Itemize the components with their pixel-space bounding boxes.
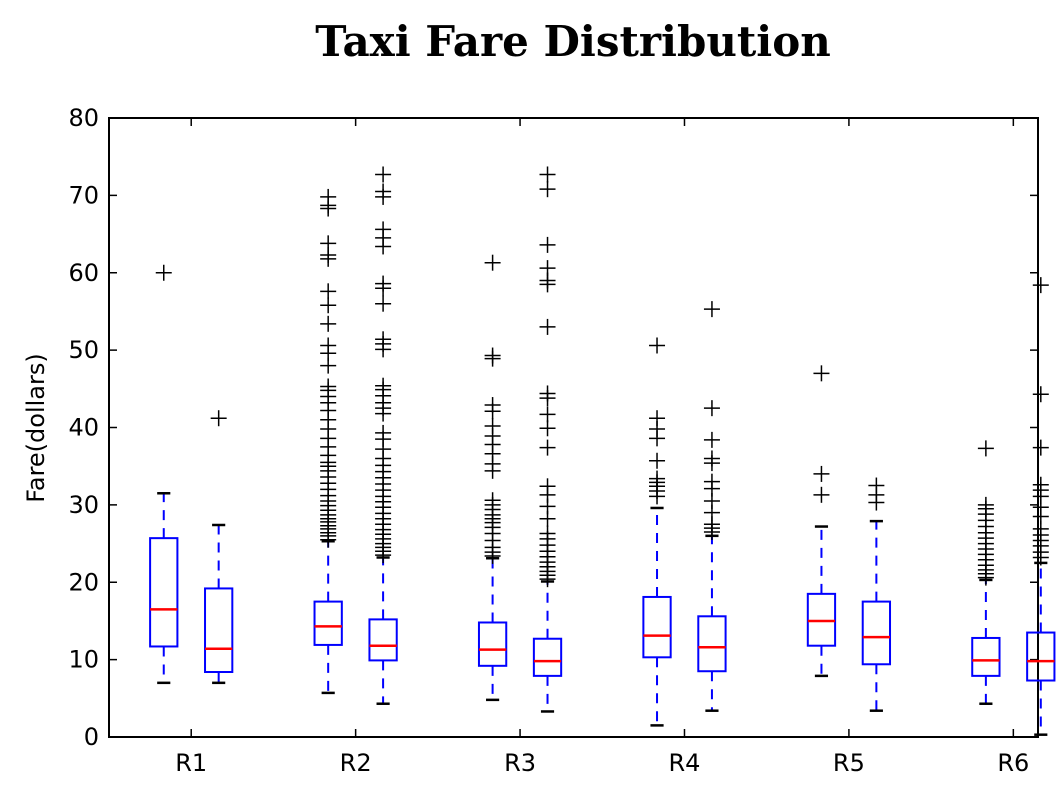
box-R3-2: [532, 637, 563, 677]
y-tick-label: 10: [68, 646, 99, 674]
y-tick-label: 50: [68, 336, 99, 364]
y-axis-label: Fare(dollars): [22, 353, 50, 502]
outlier-point: [375, 331, 392, 348]
outlier-point: [375, 183, 392, 200]
outlier-point: [1032, 439, 1049, 456]
outlier-point: [1032, 277, 1049, 294]
y-tick-label: 70: [68, 181, 99, 209]
outlier-point: [320, 315, 337, 332]
box-R1-2: [204, 587, 234, 674]
outlier-point: [320, 297, 337, 314]
outlier-point: [375, 377, 392, 394]
outlier-point: [703, 431, 720, 448]
outlier-point: [977, 440, 994, 457]
outlier-point: [375, 295, 392, 312]
outlier-point: [155, 264, 172, 281]
outlier-point: [320, 378, 337, 395]
box-R4-2: [697, 615, 727, 673]
outlier-point: [539, 439, 556, 456]
chart-title: Taxi Fare Distribution: [315, 17, 831, 66]
outlier-point: [320, 283, 337, 300]
x-tick-label: R1: [175, 749, 207, 777]
outlier-point: [649, 452, 666, 469]
outlier-point: [320, 235, 337, 252]
y-tick-label: 0: [84, 723, 99, 751]
x-tick-label: R4: [669, 749, 701, 777]
outlier-point: [539, 525, 556, 542]
outlier-point: [703, 450, 720, 467]
outlier-point: [320, 337, 337, 354]
outlier-point: [703, 400, 720, 417]
outlier-point: [703, 301, 720, 318]
outlier-point: [210, 410, 227, 427]
outlier-point: [539, 181, 556, 198]
box-R5-2: [861, 600, 892, 666]
outlier-point: [539, 236, 556, 253]
box-R2-1: [313, 600, 343, 646]
outlier-point: [977, 496, 994, 513]
outlier-point: [539, 260, 556, 277]
outlier-point: [539, 318, 556, 335]
outlier-point: [375, 166, 392, 183]
box-R6-2: [1026, 631, 1056, 682]
plot-frame: [108, 117, 1039, 738]
outlier-point: [1032, 386, 1049, 403]
outlier-point: [375, 221, 392, 238]
outlier-point: [484, 254, 501, 271]
outlier-point: [539, 478, 556, 495]
box-R1-1: [149, 537, 179, 648]
y-tick-label: 30: [68, 491, 99, 519]
outlier-point: [649, 470, 666, 487]
outlier-point: [649, 410, 666, 427]
outlier-point: [813, 486, 830, 503]
outlier-point: [484, 347, 501, 364]
outlier-point: [375, 275, 392, 292]
outlier-point: [539, 420, 556, 437]
x-tick-label: R6: [997, 749, 1029, 777]
outlier-point: [484, 397, 501, 414]
outlier-point: [539, 385, 556, 402]
outlier-point: [649, 337, 666, 354]
outlier-point: [813, 365, 830, 382]
x-tick-label: R3: [504, 749, 536, 777]
y-tick-label: 20: [68, 568, 99, 596]
x-tick-label: R5: [833, 749, 865, 777]
outlier-point: [868, 477, 885, 494]
outlier-point: [703, 473, 720, 490]
x-tick-label: R2: [340, 749, 372, 777]
outlier-point: [375, 424, 392, 441]
box-R2-2: [368, 618, 398, 662]
outlier-point: [484, 417, 501, 434]
plot-area: 0 10 20 30 40 50 60 70 80 R1 R2 R3 R4 R5 R6: [68, 104, 1056, 777]
outlier-point: [813, 465, 830, 482]
outlier-point: [484, 492, 501, 509]
y-tick-label: 60: [68, 259, 99, 287]
box-R6-1: [971, 636, 1001, 677]
outlier-point: [1032, 476, 1049, 493]
box-R4-1: [642, 595, 672, 659]
y-tick-label: 40: [68, 414, 99, 442]
outlier-point: [320, 188, 337, 205]
outlier-point: [539, 406, 556, 423]
outlier-point: [539, 166, 556, 183]
y-tick-label: 80: [68, 104, 99, 132]
box-R3-1: [477, 621, 508, 667]
